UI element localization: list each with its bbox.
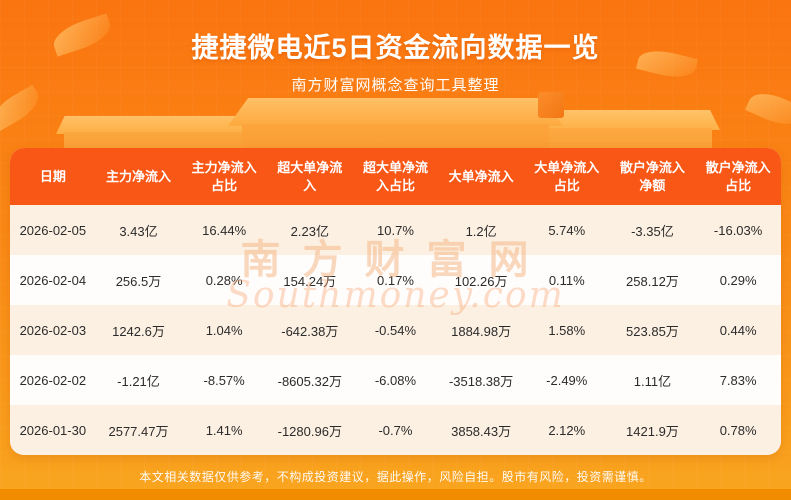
page-title: 捷捷微电近5日资金流向数据一览 [191,33,600,63]
value-cell: 154.24万 [283,273,337,289]
date-cell: 2026-02-04 [19,272,87,288]
table-header: 日期 主力净流入 主力净流入占比 超大单净流入 超大单净流入占比 大单净流入 大单净流入占比… [10,148,781,205]
value-cell: 7.83% [719,372,757,388]
header-row: 日期 主力净流入 主力净流入占比 超大单净流入 超大单净流入占比 大单净流入 大单净流入占比… [10,148,781,205]
disclaimer-text: 本文相关数据仅供参考，不构成投资建议，据此操作，风险自担。股市有风险，投资需谨慎… [139,470,652,484]
value-cell: 3858.43万 [451,423,512,439]
table-row: 2026-02-02 -1.21亿 -8.57% -8605.32万 -6.08% -35… [10,355,781,405]
value-cell: 0.29% [719,272,757,288]
value-cell: 0.17% [377,272,414,288]
table-row: 2026-02-05 3.43亿 16.44% 2.23亿 10.7% 1.2亿 5.74%… [10,205,781,255]
value-cell: 1.04% [205,322,243,338]
value-cell: -1.21亿 [117,373,160,389]
value-cell: 1421.9万 [626,423,679,439]
value-cell: 0.44% [719,322,757,338]
value-cell: -1280.96万 [277,423,342,439]
fund-flow-table-panel: 日期 主力净流入 主力净流入占比 超大单净流入 超大单净流入占比 大单净流入 大单净流入占比… [10,148,781,455]
value-cell: 5.74% [548,222,586,238]
value-cell: 1.58% [548,322,586,338]
value-cell: 258.12万 [626,273,679,289]
page-subtitle: 南方财富网概念查询工具整理 [291,77,500,94]
value-cell: 2577.47万 [108,423,169,439]
table-row: 2026-01-30 2577.47万 1.41% -1280.96万 -0.7% 385… [10,405,781,455]
value-cell: 1.11亿 [633,373,672,389]
value-cell: 3.43亿 [119,223,158,239]
column-header: 大单净流入占比 [523,148,610,205]
value-cell: 0.78% [719,422,757,438]
date-cell: 2026-02-02 [19,372,87,388]
value-cell: -0.54% [374,322,417,338]
table-body: 2026-02-05 3.43亿 16.44% 2.23亿 10.7% 1.2亿 5.74%… [10,205,781,455]
column-header: 主力净流入 [95,148,182,205]
value-cell: 523.85万 [626,323,679,339]
value-cell: -3.35亿 [631,223,674,239]
column-header: 大单净流入 [438,148,524,205]
column-header: 超大单净流入 [266,148,353,205]
value-cell: -0.7% [378,422,413,438]
value-cell: 1884.98万 [451,323,512,339]
column-header: 超大单净流入占比 [352,148,439,205]
date-cell: 2026-02-03 [19,322,87,338]
date-cell: 2026-01-30 [19,422,87,438]
value-cell: 1242.6万 [112,323,165,339]
table-row: 2026-02-04 256.5万 0.28% 154.24万 0.17% 102.26万… [10,255,781,305]
bottom-strip-decoration [0,489,791,500]
value-cell: 0.11% [548,272,585,288]
value-cell: 1.41% [205,422,243,438]
value-cell: 1.2亿 [465,223,497,239]
value-cell: 102.26万 [454,273,508,289]
value-cell: 2.12% [548,422,586,438]
value-cell: 256.5万 [115,273,162,289]
value-cell: 16.44% [202,222,247,238]
date-cell: 2026-02-05 [19,222,87,238]
table-row: 2026-02-03 1242.6万 1.04% -642.38万 -0.54% 1884… [10,305,781,355]
value-cell: -8605.32万 [277,373,342,389]
value-cell: -6.08% [374,372,417,388]
value-cell: -2.49% [546,372,588,388]
value-cell: 10.7% [377,222,414,238]
value-cell: -642.38万 [281,323,339,339]
value-cell: 0.28% [205,272,243,288]
column-header: 日期 [10,148,96,205]
fund-flow-table: 日期 主力净流入 主力净流入占比 超大单净流入 超大单净流入占比 大单净流入 大单净流入占比… [10,148,781,455]
column-header: 散户净流入占比 [695,148,781,205]
value-cell: -3518.38万 [448,373,514,389]
column-header: 主力净流入占比 [181,148,267,205]
cube-decoration [538,92,564,118]
value-cell: 2.23亿 [290,223,329,239]
value-cell: -16.03% [713,222,763,238]
value-cell: -8.57% [203,372,245,388]
column-header: 散户净流入净额 [609,148,696,205]
